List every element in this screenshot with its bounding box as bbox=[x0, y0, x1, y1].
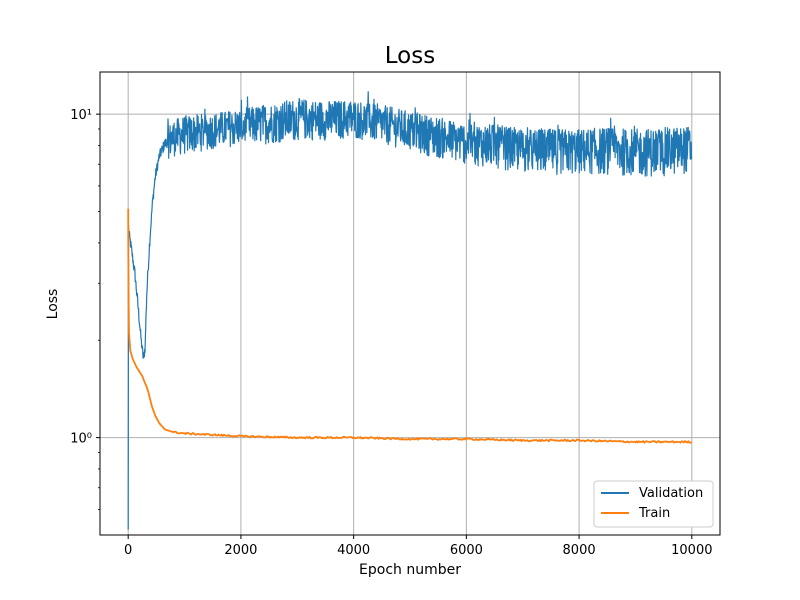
series-line-validation bbox=[127, 91, 693, 530]
chart-title: Loss bbox=[385, 43, 435, 69]
x-tick-label: 0 bbox=[124, 543, 132, 558]
x-tick-label: 4000 bbox=[337, 543, 370, 558]
y-tick-label: 10⁰ bbox=[70, 432, 92, 447]
x-tick-label: 8000 bbox=[563, 543, 596, 558]
y-tick-label: 10¹ bbox=[70, 108, 92, 123]
legend: Validation Train bbox=[593, 480, 714, 528]
plot-frame bbox=[99, 71, 721, 536]
x-tick-label: 2000 bbox=[224, 543, 257, 558]
series-layer bbox=[127, 91, 693, 530]
y-axis-ticks: 10⁰ 10¹ bbox=[70, 108, 100, 510]
x-tick-label: 10000 bbox=[671, 543, 712, 558]
x-tick-label: 6000 bbox=[450, 543, 483, 558]
series-line-train bbox=[127, 208, 693, 444]
legend-validation-label: Validation bbox=[639, 486, 703, 501]
x-axis-label: Epoch number bbox=[359, 562, 461, 578]
legend-train-label: Train bbox=[638, 506, 670, 521]
x-axis-ticks: 0 2000 4000 6000 8000 10000 bbox=[124, 535, 712, 558]
y-axis-label: Loss bbox=[45, 289, 61, 320]
